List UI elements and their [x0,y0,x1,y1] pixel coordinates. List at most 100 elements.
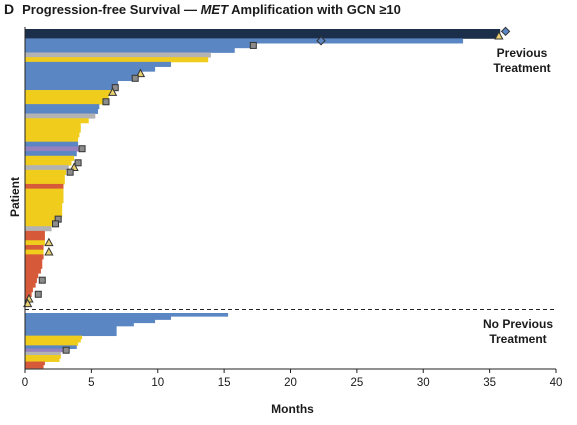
bar-g0-16 [25,104,100,110]
marker-g0-41 [52,220,60,228]
marker-g0-56 [34,290,42,298]
bar-g0-22 [25,132,80,138]
bar-g0-23 [25,136,79,143]
markers-layer [23,26,511,354]
bar-g0-21 [25,127,81,133]
bar-g1-3 [25,322,134,327]
bar-g0-54 [25,282,36,288]
bar-g0-51 [25,268,41,274]
bar-g0-13 [25,90,113,96]
bar-g0-46 [25,244,44,251]
x-tick-label-8: 40 [550,377,563,389]
bar-g0-31 [25,174,65,180]
marker-g0-2 [316,36,326,46]
marker-g0-47 [44,246,54,256]
marker-g0-58 [23,298,33,308]
bar-g1-7 [25,335,83,340]
bar-g0-52 [25,273,39,279]
bar-g0-2 [25,38,464,44]
bar-g1-15 [25,361,45,366]
bar-g0-39 [25,212,63,218]
bar-g0-20 [25,122,81,128]
bar-g0-25 [25,146,81,152]
bar-g0-18 [25,113,96,119]
bar-g0-34 [25,188,64,194]
bar-g0-15 [25,99,106,105]
marker-g1-11 [62,346,70,354]
marker-g0-15 [102,98,110,106]
bar-g1-8 [25,338,81,343]
bar-g0-9 [25,71,141,77]
title-prefix: Progression-free Survival — [22,2,201,17]
bar-g0-41 [25,221,56,227]
marker-g0-0 [500,26,511,37]
bar-g0-42 [25,226,52,232]
marker-g0-3 [249,41,257,49]
bar-g0-3 [25,43,254,49]
bar-g0-6 [25,57,209,63]
bar-g0-49 [25,259,43,265]
bar-g0-56 [25,291,32,298]
bar-g1-5 [25,329,117,333]
bar-g0-55 [25,287,33,293]
marker-g0-1 [494,30,504,40]
marker-g0-10 [131,74,139,82]
bar-g1-11 [25,348,67,353]
group-label-line1: No Previous [483,317,553,331]
bar-g1-4 [25,325,117,330]
bar-g0-44 [25,235,45,241]
bar-g0-29 [25,165,69,171]
bar-g0-47 [25,249,44,255]
bar-g0-38 [25,207,63,213]
x-tick-label-0: 0 [22,377,28,389]
bar-g0-37 [25,202,63,208]
title-suffix: Amplification with GCN ≥10 [228,2,401,17]
bar-g0-36 [25,198,64,204]
bar-g0-14 [25,94,109,100]
marker-g0-45 [44,237,54,247]
x-tick-label-5: 25 [350,377,363,389]
marker-g0-13 [107,87,118,96]
bar-g0-45 [25,240,45,246]
bars-layer [25,29,501,369]
bar-g1-2 [25,319,156,324]
bar-g0-7 [25,61,172,67]
bar-g0-10 [25,75,136,82]
marker-g0-28 [74,159,82,167]
x-axis-title: Months [271,402,314,416]
bar-g0-1 [25,33,499,39]
y-axis-title: Patient [8,177,22,217]
bar-g1-14 [25,358,60,362]
title-italic: MET [200,2,229,17]
x-tick-label-3: 15 [218,377,231,389]
bar-g1-1 [25,316,172,320]
bar-g1-9 [25,342,79,346]
bar-g1-13 [25,355,61,359]
bar-g1-10 [25,345,77,349]
bar-g0-32 [25,179,65,185]
marker-g0-53 [38,276,46,284]
bar-g0-5 [25,52,211,58]
bar-g0-0 [25,29,501,35]
bar-g0-17 [25,108,99,114]
bar-g0-48 [25,254,44,260]
bar-g0-12 [25,85,116,91]
bar-g0-53 [25,277,37,283]
bar-g0-43 [25,230,45,236]
bar-g0-27 [25,155,75,161]
x-tick-label-6: 30 [417,377,430,389]
bar-g0-8 [25,66,156,72]
bar-g0-11 [25,80,118,86]
panel-title: D Progression-free Survival — MET Amplifi… [4,1,401,17]
bar-g0-26 [25,151,77,157]
bar-g0-30 [25,169,67,175]
bar-g0-28 [25,160,72,166]
bar-g0-19 [25,118,89,124]
group-label-line2: Treatment [489,332,546,346]
panel-letter: D [4,1,15,17]
x-tick-label-4: 20 [284,377,297,389]
bar-g1-16 [25,364,44,369]
marker-g0-25 [78,145,86,153]
